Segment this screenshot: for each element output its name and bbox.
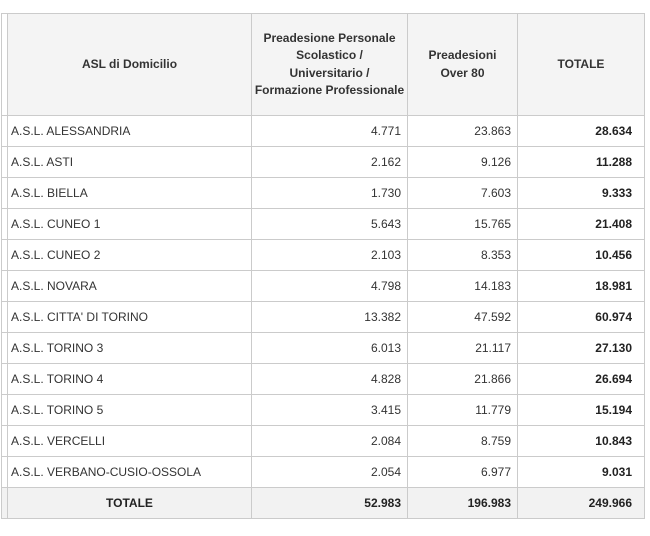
totale-value-cell: 9.333 — [517, 177, 645, 209]
table-row: A.S.L. TORINO 3 6.013 21.117 27.130 — [1, 332, 645, 364]
header-label: TOTALE — [557, 56, 605, 71]
column-header-preadesione-scolastico: Preadesione Personale Scolastico / Unive… — [251, 13, 408, 116]
scolastico-total-cell: 52.983 — [251, 487, 408, 519]
scolastico-value-cell: 4.798 — [251, 270, 408, 302]
over80-value-cell: 21.117 — [407, 332, 518, 364]
over80-value-cell: 7.603 — [407, 177, 518, 209]
header-label: ASL di Domicilio — [81, 56, 178, 71]
asl-name-cell: A.S.L. NOVARA — [7, 270, 252, 302]
table-row: A.S.L. CITTA' DI TORINO 13.382 47.592 60… — [1, 301, 645, 333]
grand-total-cell: 249.966 — [517, 487, 645, 519]
over80-value-cell: 8.353 — [407, 239, 518, 271]
scolastico-value-cell: 2.054 — [251, 456, 408, 488]
table-row: A.S.L. VERBANO-CUSIO-OSSOLA 2.054 6.977 … — [1, 456, 645, 488]
table-row: A.S.L. VERCELLI 2.084 8.759 10.843 — [1, 425, 645, 457]
header-label-line: Formazione Professionale — [254, 82, 405, 97]
table-row: A.S.L. ASTI 2.162 9.126 11.288 — [1, 146, 645, 178]
asl-preadesioni-table: ASL di Domicilio Preadesione Personale S… — [1, 13, 645, 519]
header-label-line: Over 80 — [440, 65, 485, 80]
over80-value-cell: 14.183 — [407, 270, 518, 302]
asl-name-cell: A.S.L. ASTI — [7, 146, 252, 178]
over80-value-cell: 47.592 — [407, 301, 518, 333]
totale-value-cell: 28.634 — [517, 115, 645, 147]
table-row: A.S.L. CUNEO 1 5.643 15.765 21.408 — [1, 208, 645, 240]
scolastico-value-cell: 2.103 — [251, 239, 408, 271]
over80-value-cell: 11.779 — [407, 394, 518, 426]
header-label-line: Universitario / — [289, 65, 370, 80]
table-header: ASL di Domicilio Preadesione Personale S… — [1, 13, 645, 116]
column-header-totale: TOTALE — [517, 13, 645, 116]
over80-total-cell: 196.983 — [407, 487, 518, 519]
asl-name-cell: A.S.L. TORINO 5 — [7, 394, 252, 426]
asl-name-cell: A.S.L. VERCELLI — [7, 425, 252, 457]
asl-name-cell: A.S.L. CITTA' DI TORINO — [7, 301, 252, 333]
header-label-line: Scolastico / — [296, 48, 363, 63]
totale-value-cell: 15.194 — [517, 394, 645, 426]
totale-value-cell: 26.694 — [517, 363, 645, 395]
scolastico-value-cell: 2.162 — [251, 146, 408, 178]
over80-value-cell: 9.126 — [407, 146, 518, 178]
scolastico-value-cell: 13.382 — [251, 301, 408, 333]
header-label-line: Preadesioni — [428, 48, 497, 63]
over80-value-cell: 23.863 — [407, 115, 518, 147]
table-row: A.S.L. CUNEO 2 2.103 8.353 10.456 — [1, 239, 645, 271]
totale-value-cell: 11.288 — [517, 146, 645, 178]
table-row: A.S.L. TORINO 5 3.415 11.779 15.194 — [1, 394, 645, 426]
asl-name-cell: A.S.L. TORINO 4 — [7, 363, 252, 395]
asl-name-cell: A.S.L. CUNEO 1 — [7, 208, 252, 240]
over80-value-cell: 8.759 — [407, 425, 518, 457]
totale-value-cell: 10.843 — [517, 425, 645, 457]
column-header-preadesioni-over80: Preadesioni Over 80 — [407, 13, 518, 116]
totale-value-cell: 9.031 — [517, 456, 645, 488]
over80-value-cell: 21.866 — [407, 363, 518, 395]
asl-name-cell: A.S.L. CUNEO 2 — [7, 239, 252, 271]
table-row: A.S.L. ALESSANDRIA 4.771 23.863 28.634 — [1, 115, 645, 147]
totale-value-cell: 21.408 — [517, 208, 645, 240]
over80-value-cell: 6.977 — [407, 456, 518, 488]
asl-name-cell: A.S.L. BIELLA — [7, 177, 252, 209]
over80-value-cell: 15.765 — [407, 208, 518, 240]
totale-value-cell: 60.974 — [517, 301, 645, 333]
header-row: ASL di Domicilio Preadesione Personale S… — [1, 13, 645, 116]
table-row: A.S.L. BIELLA 1.730 7.603 9.333 — [1, 177, 645, 209]
table-row: A.S.L. NOVARA 4.798 14.183 18.981 — [1, 270, 645, 302]
totale-value-cell: 27.130 — [517, 332, 645, 364]
scolastico-value-cell: 4.771 — [251, 115, 408, 147]
table-row: A.S.L. TORINO 4 4.828 21.866 26.694 — [1, 363, 645, 395]
asl-name-cell: A.S.L. TORINO 3 — [7, 332, 252, 364]
scolastico-value-cell: 1.730 — [251, 177, 408, 209]
totale-value-cell: 18.981 — [517, 270, 645, 302]
totale-label-cell: TOTALE — [7, 487, 252, 519]
asl-name-cell: A.S.L. VERBANO-CUSIO-OSSOLA — [7, 456, 252, 488]
table-footer-row: TOTALE 52.983 196.983 249.966 — [1, 487, 645, 519]
totale-value-cell: 10.456 — [517, 239, 645, 271]
table-body: A.S.L. ALESSANDRIA 4.771 23.863 28.634 A… — [1, 115, 645, 519]
column-header-asl-domicilio: ASL di Domicilio — [7, 13, 252, 116]
scolastico-value-cell: 6.013 — [251, 332, 408, 364]
scolastico-value-cell: 5.643 — [251, 208, 408, 240]
scolastico-value-cell: 3.415 — [251, 394, 408, 426]
header-label-line: Preadesione Personale — [263, 30, 396, 45]
scolastico-value-cell: 2.084 — [251, 425, 408, 457]
scolastico-value-cell: 4.828 — [251, 363, 408, 395]
asl-name-cell: A.S.L. ALESSANDRIA — [7, 115, 252, 147]
